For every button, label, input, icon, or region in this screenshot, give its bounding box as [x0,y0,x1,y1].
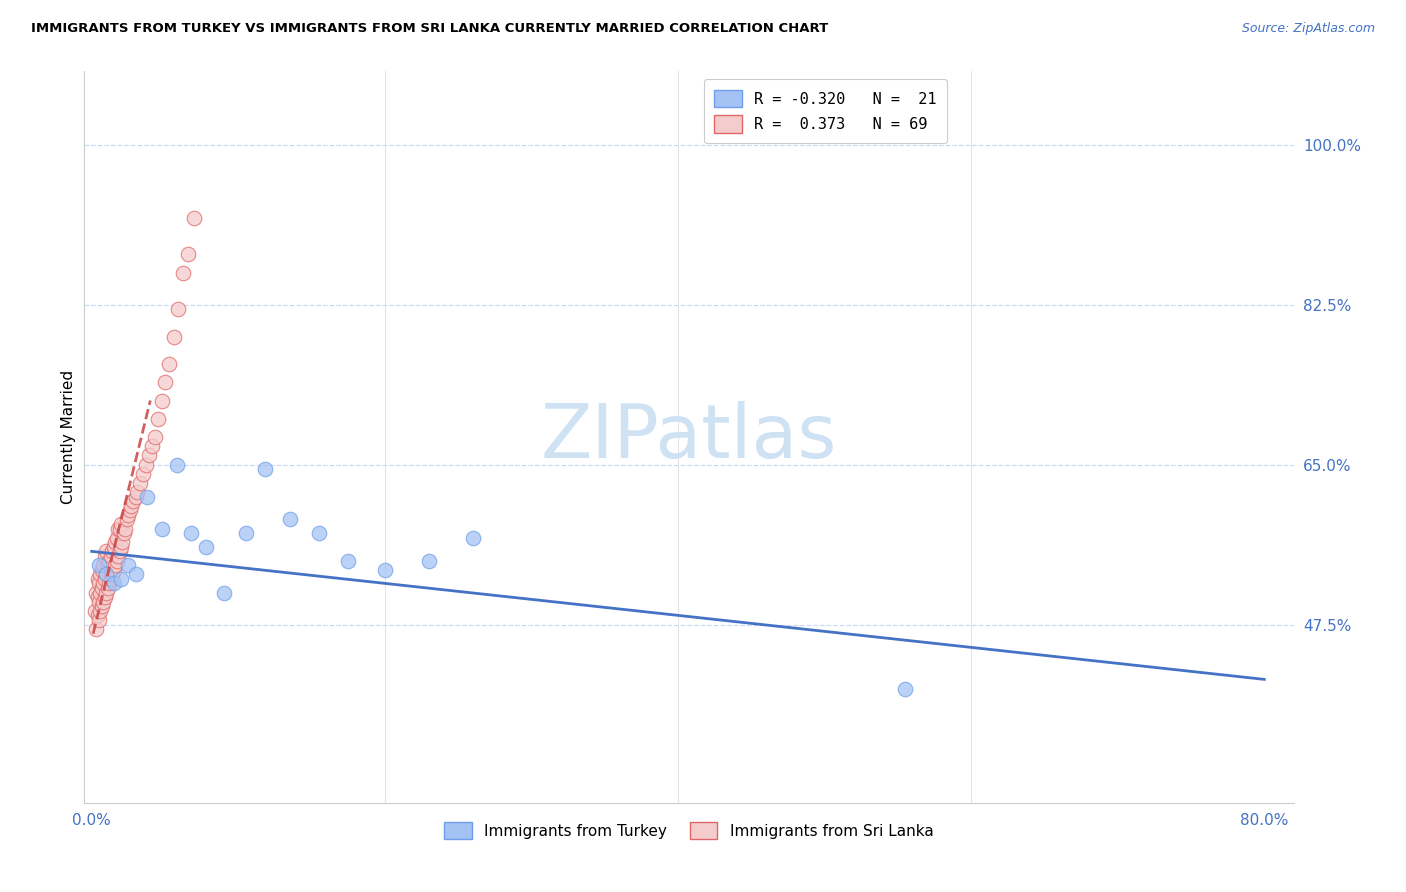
Point [127,485,149,500]
Point [83,604,105,618]
Point [167,301,190,317]
Point [143,430,166,444]
Point [103,540,125,554]
Point [150,393,173,408]
Point [110,540,132,554]
Point [135,458,157,472]
Point [278,512,301,526]
Point [100,572,122,586]
Point [98,576,121,591]
Point [308,526,330,541]
Text: IMMIGRANTS FROM TURKEY VS IMMIGRANTS FROM SRI LANKA CURRENTLY MARRIED CORRELATIO: IMMIGRANTS FROM TURKEY VS IMMIGRANTS FRO… [31,22,828,36]
Point [94,572,117,586]
Point [94,549,117,563]
Point [374,563,396,577]
Point [138,448,160,462]
Point [108,521,131,535]
Point [107,549,129,563]
Point [195,540,218,554]
Point [212,585,235,599]
Point [101,544,124,558]
Point [98,553,121,567]
Y-axis label: Currently Married: Currently Married [60,370,76,504]
Point [87,558,110,573]
Point [177,247,200,261]
Point [235,526,257,541]
Point [121,494,143,508]
Legend: Immigrants from Turkey, Immigrants from Sri Lanka: Immigrants from Turkey, Immigrants from … [434,811,943,850]
Point [104,535,127,549]
Point [94,590,117,604]
Point [87,594,110,608]
Point [107,521,129,535]
Point [87,613,110,627]
Point [180,526,202,541]
Point [111,535,134,549]
Point [337,553,360,567]
Point [117,558,139,573]
Point [87,576,110,591]
Point [103,576,125,591]
Point [418,553,440,567]
Point [86,608,108,623]
Point [100,549,122,563]
Point [101,567,124,582]
Point [110,572,132,586]
Point [894,681,917,696]
Point [146,412,169,426]
Point [110,516,132,531]
Point [118,503,141,517]
Point [91,599,114,614]
Point [86,572,108,586]
Point [153,376,176,390]
Point [112,526,135,541]
Point [132,467,155,481]
Point [103,563,125,577]
Point [105,531,128,545]
Point [136,490,159,504]
Point [114,521,136,535]
Point [104,558,127,573]
Point [97,581,120,595]
Point [124,567,146,582]
Point [141,439,163,453]
Point [183,211,205,225]
Point [84,622,107,636]
Point [129,475,152,490]
Point [93,558,115,573]
Point [253,462,276,476]
Point [96,567,118,582]
Text: Source: ZipAtlas.com: Source: ZipAtlas.com [1241,22,1375,36]
Point [96,567,118,582]
Point [172,266,194,280]
Point [117,508,139,522]
Point [108,544,131,558]
Point [89,567,111,582]
Point [150,521,173,535]
Point [91,563,114,577]
Point [120,499,142,513]
Point [115,512,138,526]
Point [91,581,114,595]
Point [96,585,118,599]
Point [105,553,128,567]
Point [124,490,146,504]
Point [89,604,111,618]
Point [166,458,188,472]
Point [89,585,111,599]
Point [93,576,115,591]
Point [461,531,484,545]
Point [84,585,107,599]
Point [163,329,186,343]
Point [97,558,120,573]
Text: ZIPatlas: ZIPatlas [541,401,837,474]
Point [86,590,108,604]
Point [96,544,118,558]
Point [93,594,115,608]
Point [157,357,180,371]
